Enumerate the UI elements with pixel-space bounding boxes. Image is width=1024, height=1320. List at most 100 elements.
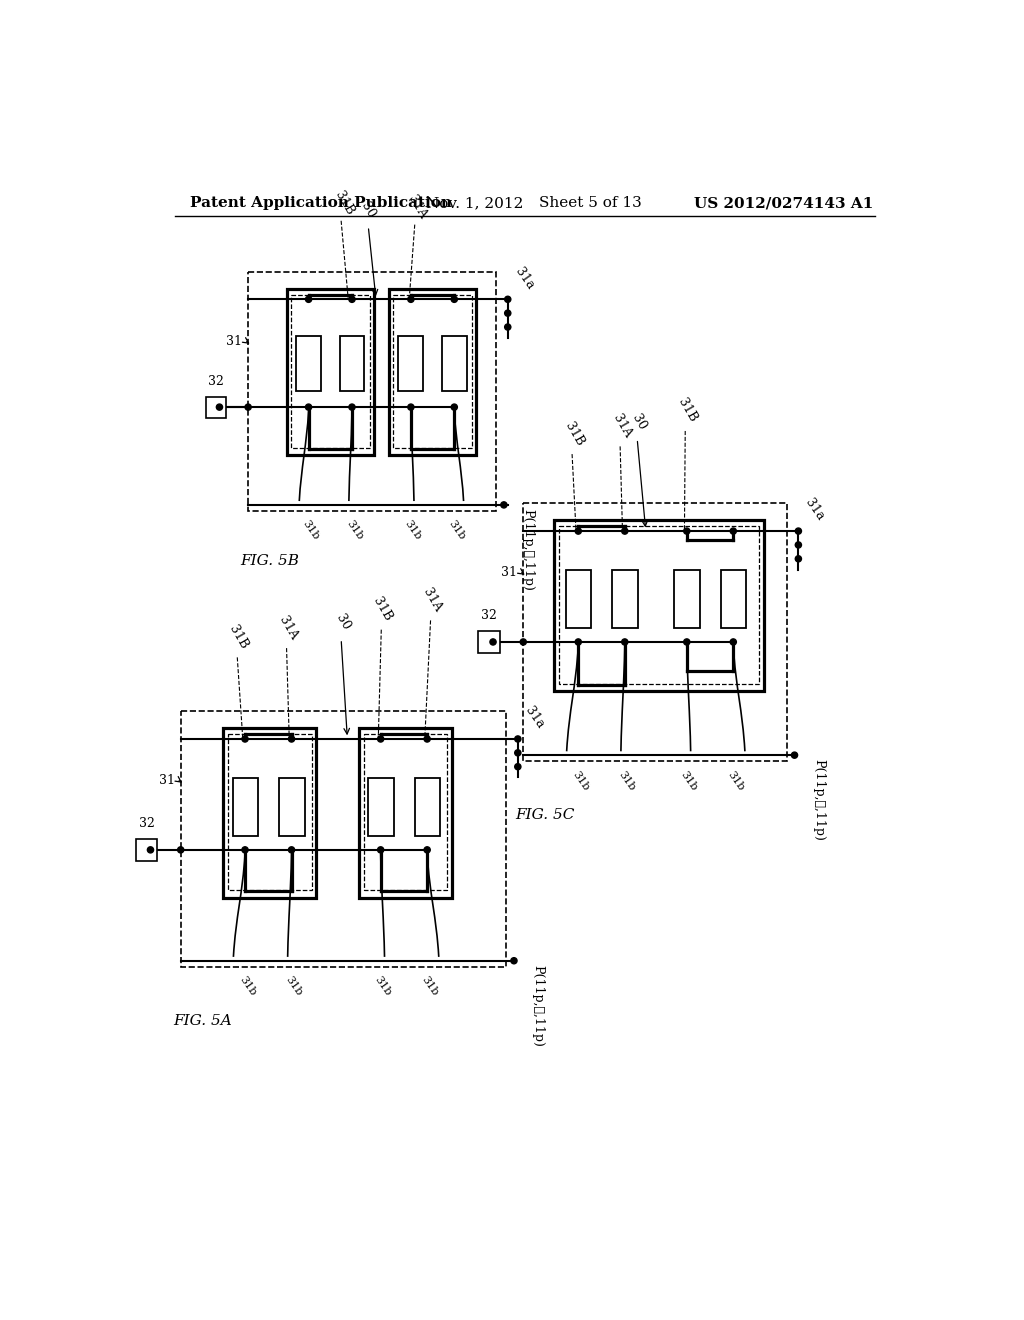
Circle shape <box>289 737 295 742</box>
Text: 31b: 31b <box>679 770 699 792</box>
Polygon shape <box>280 779 305 836</box>
Text: FIG. 5B: FIG. 5B <box>241 554 299 568</box>
Text: P(11p,⋯,11p): P(11p,⋯,11p) <box>521 508 535 590</box>
Text: 31a: 31a <box>512 265 537 292</box>
Circle shape <box>796 556 802 562</box>
Text: 31b: 31b <box>446 519 467 543</box>
Polygon shape <box>296 335 321 391</box>
Text: 31b: 31b <box>373 974 393 998</box>
Text: 31B: 31B <box>676 396 699 425</box>
Text: 31b: 31b <box>284 974 304 998</box>
Polygon shape <box>612 570 638 628</box>
Text: 31: 31 <box>159 774 174 787</box>
Circle shape <box>515 763 521 770</box>
Circle shape <box>730 528 736 535</box>
Text: FIG. 5A: FIG. 5A <box>173 1014 231 1028</box>
Polygon shape <box>442 335 467 391</box>
Text: 32: 32 <box>481 609 497 622</box>
Circle shape <box>245 404 251 411</box>
Circle shape <box>489 639 496 645</box>
Text: 32: 32 <box>208 375 223 388</box>
Text: 31A: 31A <box>276 614 300 642</box>
Text: 30: 30 <box>629 412 648 433</box>
Circle shape <box>515 737 521 742</box>
Circle shape <box>305 404 311 411</box>
Text: 30: 30 <box>358 201 378 220</box>
Polygon shape <box>675 570 700 628</box>
Circle shape <box>408 404 414 411</box>
Circle shape <box>575 639 582 645</box>
Circle shape <box>242 847 248 853</box>
Text: 31: 31 <box>501 566 517 579</box>
Text: Patent Application Publication: Patent Application Publication <box>190 197 452 210</box>
Text: US 2012/0274143 A1: US 2012/0274143 A1 <box>693 197 873 210</box>
Polygon shape <box>398 335 423 391</box>
Circle shape <box>452 296 458 302</box>
Polygon shape <box>721 570 746 628</box>
Text: 31b: 31b <box>403 519 424 543</box>
Text: 31B: 31B <box>332 189 356 216</box>
Polygon shape <box>206 397 226 418</box>
Text: FIG. 5C: FIG. 5C <box>515 808 574 822</box>
Circle shape <box>242 737 248 742</box>
Polygon shape <box>369 779 394 836</box>
Text: 31: 31 <box>226 335 242 348</box>
Text: 31b: 31b <box>616 770 637 792</box>
Circle shape <box>622 528 628 535</box>
Polygon shape <box>415 779 440 836</box>
Circle shape <box>177 847 183 853</box>
Text: P(11p,⋯,11p): P(11p,⋯,11p) <box>531 965 545 1047</box>
Circle shape <box>684 639 690 645</box>
Polygon shape <box>478 631 500 653</box>
Text: Nov. 1, 2012: Nov. 1, 2012 <box>426 197 523 210</box>
Circle shape <box>622 639 628 645</box>
Text: 31A: 31A <box>420 586 444 614</box>
Circle shape <box>424 847 430 853</box>
Circle shape <box>349 404 355 411</box>
Text: 31b: 31b <box>238 974 258 998</box>
Text: 31a: 31a <box>803 496 827 524</box>
Circle shape <box>505 310 511 317</box>
Circle shape <box>515 750 521 756</box>
Polygon shape <box>566 570 592 628</box>
Circle shape <box>575 528 582 535</box>
Text: 30: 30 <box>333 612 352 632</box>
Circle shape <box>684 528 690 535</box>
Circle shape <box>792 752 798 758</box>
Text: 31B: 31B <box>227 623 251 651</box>
Circle shape <box>349 296 355 302</box>
Circle shape <box>147 847 154 853</box>
Text: 31b: 31b <box>344 519 365 543</box>
Circle shape <box>424 737 430 742</box>
Circle shape <box>796 528 802 535</box>
Circle shape <box>505 323 511 330</box>
Polygon shape <box>232 779 258 836</box>
Circle shape <box>520 639 526 645</box>
Circle shape <box>796 541 802 548</box>
Circle shape <box>452 404 458 411</box>
Circle shape <box>408 296 414 302</box>
Text: 31b: 31b <box>725 770 745 792</box>
Text: 31b: 31b <box>419 974 439 998</box>
Circle shape <box>305 296 311 302</box>
Text: 31A: 31A <box>610 412 634 441</box>
Circle shape <box>511 958 517 964</box>
Polygon shape <box>136 840 158 861</box>
Text: 31B: 31B <box>562 420 587 447</box>
Text: 31b: 31b <box>301 519 322 543</box>
Text: 32: 32 <box>138 817 155 830</box>
Circle shape <box>378 847 384 853</box>
Circle shape <box>505 296 511 302</box>
Text: 31b: 31b <box>570 770 591 792</box>
Circle shape <box>378 737 384 742</box>
Circle shape <box>216 404 222 411</box>
Circle shape <box>501 502 507 508</box>
Circle shape <box>730 639 736 645</box>
Polygon shape <box>340 335 365 391</box>
Text: 31a: 31a <box>522 705 547 731</box>
Text: 31A: 31A <box>406 193 429 220</box>
Circle shape <box>289 847 295 853</box>
Text: P(11p,⋯,11p): P(11p,⋯,11p) <box>812 759 825 841</box>
Text: Sheet 5 of 13: Sheet 5 of 13 <box>539 197 641 210</box>
Text: 31B: 31B <box>371 595 395 623</box>
